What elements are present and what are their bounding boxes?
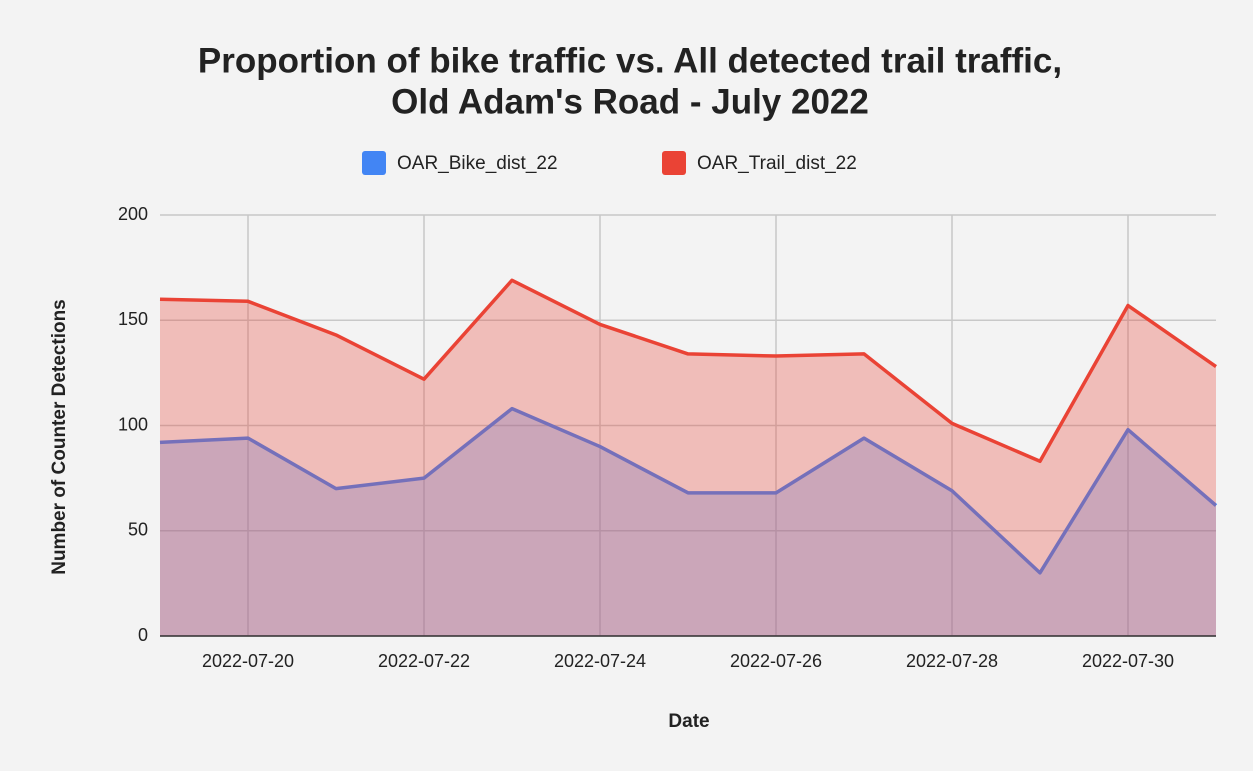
chart-title: Proportion of bike traffic vs. All detec… — [198, 41, 1062, 80]
y-tick-label: 50 — [128, 520, 148, 540]
chart-title: Old Adam's Road - July 2022 — [391, 82, 869, 121]
legend-swatch — [662, 151, 686, 175]
area-line — [159, 278, 1217, 464]
legend-swatch — [362, 151, 386, 175]
x-tick-label: 2022-07-24 — [554, 651, 646, 671]
y-tick-label: 150 — [118, 309, 148, 329]
x-tick-label: 2022-07-20 — [202, 651, 294, 671]
x-axis-label: Date — [668, 711, 709, 732]
y-axis-label: Number of Counter Detections — [49, 299, 70, 575]
x-tick-label: 2022-07-22 — [378, 651, 470, 671]
x-tick-label: 2022-07-28 — [906, 651, 998, 671]
area-line — [159, 406, 1218, 575]
legend-label: OAR_Trail_dist_22 — [697, 153, 857, 174]
x-tick-label: 2022-07-26 — [730, 651, 822, 671]
x-tick-label: 2022-07-30 — [1082, 651, 1174, 671]
y-tick-label: 100 — [118, 414, 148, 434]
legend-label: OAR_Bike_dist_22 — [397, 153, 558, 174]
y-tick-label: 0 — [138, 625, 148, 645]
y-tick-label: 200 — [118, 204, 148, 224]
area-fill — [160, 408, 1216, 636]
area-fill — [160, 280, 1216, 636]
